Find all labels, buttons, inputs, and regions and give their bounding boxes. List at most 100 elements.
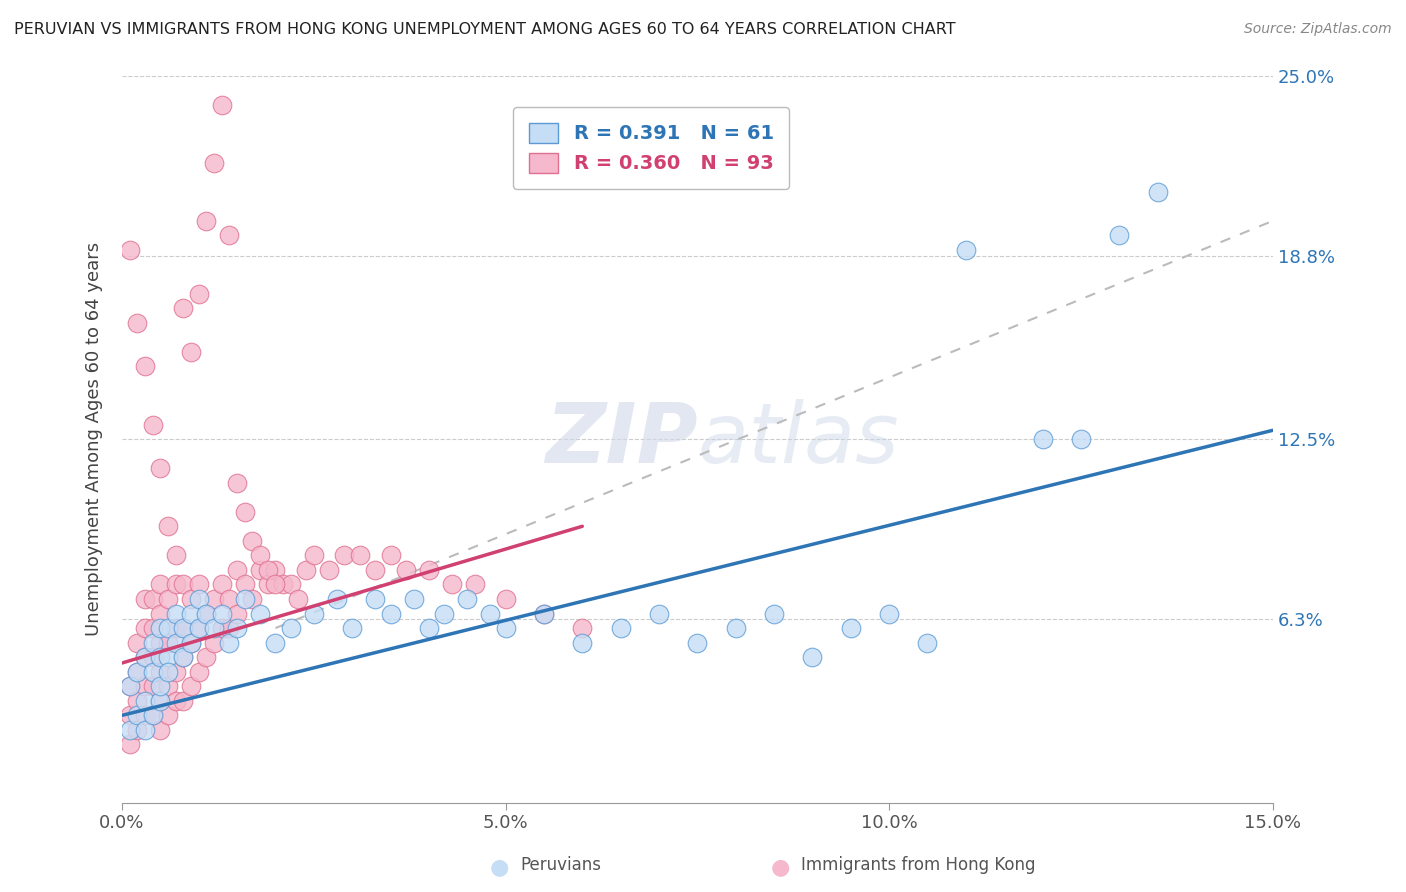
- Point: [149, 607, 172, 621]
- Y-axis label: Unemployment Among Ages 60 to 64 years: Unemployment Among Ages 60 to 64 years: [86, 242, 103, 636]
- Point: [157, 519, 180, 533]
- Point: [877, 607, 900, 621]
- Point: [226, 607, 249, 621]
- Point: [134, 650, 156, 665]
- Point: [187, 665, 209, 679]
- Point: [533, 607, 555, 621]
- Point: [479, 607, 502, 621]
- Text: Peruvians: Peruvians: [520, 855, 602, 873]
- Point: [955, 243, 977, 257]
- Point: [318, 563, 340, 577]
- Point: [256, 577, 278, 591]
- Point: [333, 549, 356, 563]
- Point: [202, 592, 225, 607]
- Point: [302, 549, 325, 563]
- Point: [211, 97, 233, 112]
- Point: [195, 214, 218, 228]
- Point: [264, 563, 287, 577]
- Point: [402, 592, 425, 607]
- Point: [165, 577, 187, 591]
- Point: [142, 592, 165, 607]
- Point: [134, 359, 156, 374]
- Legend: R = 0.391   N = 61, R = 0.360   N = 93: R = 0.391 N = 61, R = 0.360 N = 93: [513, 107, 789, 189]
- Point: [142, 708, 165, 723]
- Point: [157, 650, 180, 665]
- Point: [118, 708, 141, 723]
- Point: [134, 708, 156, 723]
- Point: [609, 621, 631, 635]
- Point: [157, 665, 180, 679]
- Point: [571, 635, 593, 649]
- Point: [134, 694, 156, 708]
- Point: [418, 621, 440, 635]
- Point: [187, 621, 209, 635]
- Point: [118, 679, 141, 693]
- Point: [142, 650, 165, 665]
- Point: [271, 577, 294, 591]
- Point: [1070, 432, 1092, 446]
- Point: [195, 607, 218, 621]
- Point: [280, 577, 302, 591]
- Point: [233, 505, 256, 519]
- Point: [127, 694, 149, 708]
- Point: [256, 563, 278, 577]
- Point: [195, 650, 218, 665]
- Point: [839, 621, 862, 635]
- Point: [165, 635, 187, 649]
- Point: [218, 592, 240, 607]
- Point: [127, 635, 149, 649]
- Point: [395, 563, 418, 577]
- Point: [202, 155, 225, 169]
- Point: [1031, 432, 1053, 446]
- Text: atlas: atlas: [697, 399, 898, 480]
- Point: [202, 635, 225, 649]
- Point: [172, 301, 194, 315]
- Point: [233, 577, 256, 591]
- Point: [456, 592, 478, 607]
- Point: [157, 592, 180, 607]
- Point: [127, 665, 149, 679]
- Point: [165, 549, 187, 563]
- Point: [157, 708, 180, 723]
- Point: [340, 621, 363, 635]
- Point: [364, 592, 387, 607]
- Point: [287, 592, 309, 607]
- Point: [226, 621, 249, 635]
- Point: [142, 708, 165, 723]
- Point: [142, 417, 165, 432]
- Point: [280, 621, 302, 635]
- Point: [149, 635, 172, 649]
- Point: [165, 665, 187, 679]
- Point: [172, 694, 194, 708]
- Point: [180, 679, 202, 693]
- Point: [226, 475, 249, 490]
- Point: [180, 344, 202, 359]
- Point: [134, 621, 156, 635]
- Point: [134, 592, 156, 607]
- Point: [172, 650, 194, 665]
- Point: [326, 592, 349, 607]
- Text: PERUVIAN VS IMMIGRANTS FROM HONG KONG UNEMPLOYMENT AMONG AGES 60 TO 64 YEARS COR: PERUVIAN VS IMMIGRANTS FROM HONG KONG UN…: [14, 22, 956, 37]
- Text: ●: ●: [770, 857, 790, 877]
- Point: [187, 592, 209, 607]
- Text: Source: ZipAtlas.com: Source: ZipAtlas.com: [1244, 22, 1392, 37]
- Point: [249, 607, 271, 621]
- Point: [165, 694, 187, 708]
- Point: [172, 650, 194, 665]
- Point: [226, 563, 249, 577]
- Point: [127, 316, 149, 330]
- Point: [211, 577, 233, 591]
- Point: [418, 563, 440, 577]
- Point: [218, 621, 240, 635]
- Point: [249, 563, 271, 577]
- Point: [195, 607, 218, 621]
- Text: ZIP: ZIP: [544, 399, 697, 480]
- Point: [349, 549, 371, 563]
- Point: [533, 607, 555, 621]
- Point: [157, 679, 180, 693]
- Point: [149, 694, 172, 708]
- Point: [1146, 185, 1168, 199]
- Point: [440, 577, 463, 591]
- Point: [157, 621, 180, 635]
- Point: [142, 665, 165, 679]
